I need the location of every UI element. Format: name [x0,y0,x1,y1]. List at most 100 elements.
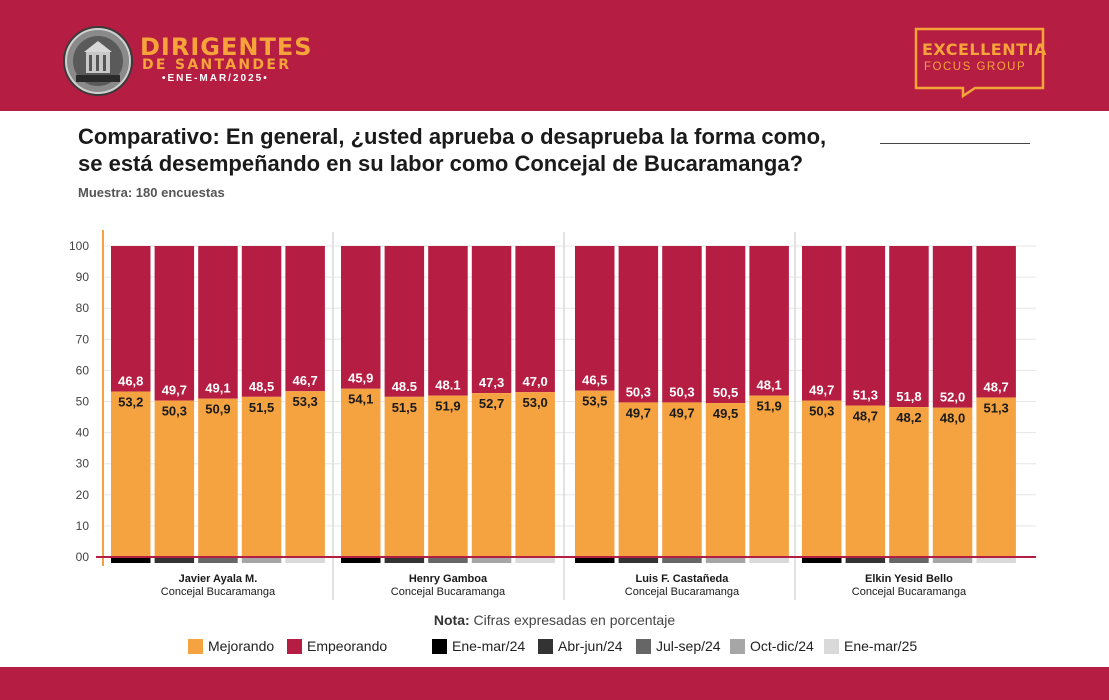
note: Nota: Cifras expresadas en porcentaje [0,612,1109,628]
data-label-empeorando: 49,1 [205,381,230,396]
legend-period-ene-mar-25: Ene-mar/25 [824,637,917,655]
data-label-empeorando: 47,3 [479,375,504,390]
bar-empeorando [845,246,886,406]
bar-mejorando [802,400,842,557]
data-label-mejorando: 53,2 [118,395,143,410]
bar-mejorando [976,397,1016,557]
data-label-empeorando: 48.1 [435,378,460,393]
data-label-mejorando: 53,0 [522,395,547,410]
chart-title: Comparativo: En general, ¿usted aprueba … [78,123,978,177]
legend-mejorando: Mejorando [188,637,274,655]
period-marker [618,557,659,563]
legend-period-oct-dic-24: Oct-dic/24 [730,637,814,655]
bar-mejorando [932,407,973,557]
period-marker [845,557,886,563]
sample-size: Muestra: 180 encuestas [78,185,225,200]
y-tick-label: 20 [76,488,90,502]
data-label-mejorando: 54,1 [348,392,373,407]
period-marker [241,557,282,563]
data-label-empeorando: 52,0 [940,390,965,405]
bar-empeorando [802,246,842,401]
bar-empeorando [285,246,325,392]
data-label-mejorando: 51,5 [392,400,417,415]
bar-empeorando [889,246,929,408]
data-label-mejorando: 51,9 [435,399,460,414]
legend-label: Mejorando [208,638,275,654]
legend-label: Ene-mar/25 [844,638,918,654]
bar-mejorando [241,396,282,557]
data-label-empeorando: 48,7 [983,379,1008,394]
period-marker [111,557,151,563]
footer-banner [0,667,1109,700]
data-label-empeorando: 50,3 [626,384,651,399]
data-label-empeorando: 47,0 [522,374,547,389]
data-label-empeorando: 48.5 [392,379,417,394]
period-marker [285,557,325,563]
bar-empeorando [976,246,1016,398]
data-label-mejorando: 52,7 [479,396,504,411]
bar-mejorando [471,393,512,557]
y-tick-label: 90 [76,270,90,284]
legend-swatch [636,638,651,654]
bar-empeorando [618,246,659,403]
title-line-2: se está desempeñando en su labor como Co… [78,151,804,176]
bar-mejorando [618,402,659,557]
y-tick-label: 30 [76,457,90,471]
period-marker [749,557,789,563]
bar-mejorando [845,405,886,557]
bar-empeorando [932,246,973,408]
data-label-empeorando: 48,1 [756,378,781,393]
brand-period: •ENE-MAR/2025• [162,73,269,84]
data-label-mejorando: 48,0 [940,411,965,426]
data-label-empeorando: 48,5 [249,379,274,394]
period-marker [198,557,238,563]
bar-empeorando [384,246,425,397]
title-line-1: Comparativo: En general, ¿usted aprueba … [78,124,827,149]
bar-mejorando [705,403,746,557]
santander-seal-logo [63,26,133,96]
bar-empeorando [662,246,702,403]
data-label-mejorando: 48,7 [853,409,878,424]
legend-label: Jul-sep/24 [656,638,721,654]
bar-mejorando [428,395,468,557]
period-marker [662,557,702,563]
legend-period-jul-sep-24: Jul-sep/24 [636,637,721,655]
legend-swatch [730,638,745,654]
bar-empeorando [471,246,512,394]
data-label-mejorando: 50,3 [162,404,187,419]
data-label-empeorando: 50,5 [713,385,738,400]
company-subtitle: FOCUS GROUP [924,61,1027,73]
data-label-mejorando: 51,3 [983,400,1008,415]
group-role: Concejal Bucaramanga [161,586,276,598]
legend-label: Empeorando [307,638,388,654]
group-name: Javier Ayala M. [179,573,258,585]
legend-label: Ene-mar/24 [452,638,526,654]
data-label-empeorando: 45,9 [348,371,373,386]
bar-empeorando [241,246,282,397]
bar-empeorando [515,246,555,393]
bar-empeorando [705,246,746,404]
data-label-empeorando: 49,7 [809,383,834,398]
period-marker [575,557,615,563]
period-marker [802,557,842,563]
bar-empeorando [154,246,195,401]
group-name: Henry Gamboa [409,573,488,585]
bar-empeorando [428,246,468,396]
y-tick-label: 00 [76,550,90,564]
y-tick-label: 10 [76,519,90,533]
data-label-empeorando: 46,8 [118,374,143,389]
note-label: Nota: [433,612,470,628]
data-label-empeorando: 51,8 [896,389,921,404]
bar-mejorando [384,396,425,557]
data-label-mejorando: 49,5 [713,406,738,421]
bar-mejorando [154,400,195,557]
data-label-empeorando: 50,3 [669,384,694,399]
group-role: Concejal Bucaramanga [625,586,740,598]
legend-period-abr-jun-24: Abr-jun/24 [538,637,623,655]
period-marker [384,557,425,563]
data-label-mejorando: 50,3 [809,404,834,419]
bar-mejorando [111,391,151,557]
data-label-mejorando: 50,9 [205,402,230,417]
bar-empeorando [749,246,789,396]
period-marker [471,557,512,563]
